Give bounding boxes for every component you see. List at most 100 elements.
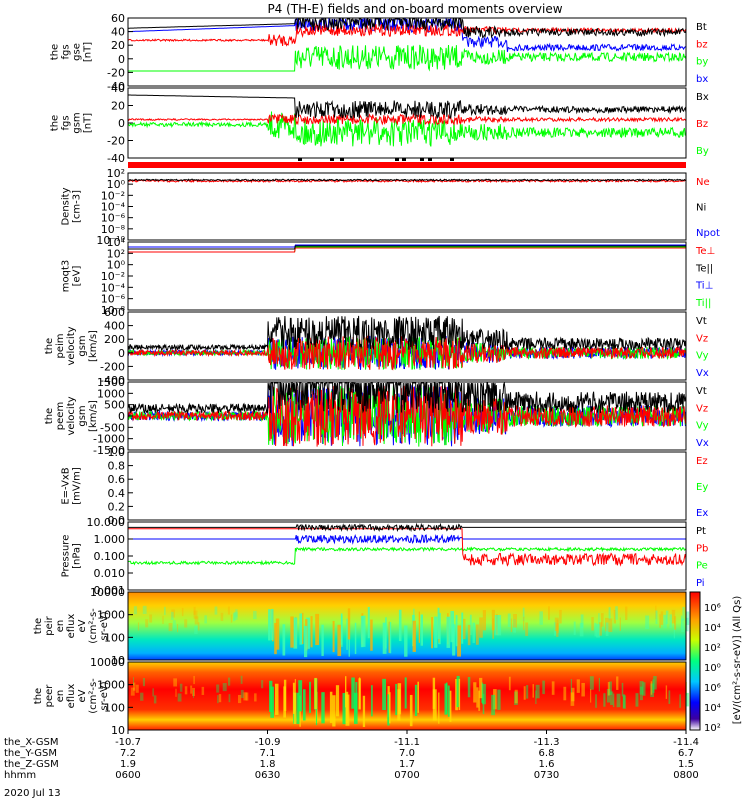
- x-tick-label-z: 1.5: [678, 759, 694, 770]
- spectrogram-streak: [551, 681, 555, 695]
- spectrogram-streak: [682, 606, 685, 621]
- panel-frame: [127, 311, 687, 381]
- x-tick-label-y: 6.8: [539, 748, 555, 759]
- spectrogram-streak: [135, 684, 139, 693]
- spectrogram-streak: [625, 606, 628, 621]
- spectrogram-streak: [321, 692, 325, 724]
- spectrogram-streak: [497, 615, 502, 636]
- spectrogram-streak: [293, 617, 298, 649]
- spectrogram-streak: [642, 682, 646, 696]
- colorbar-tick-label: 10⁴: [704, 623, 721, 634]
- y-tick-label: -20: [107, 66, 125, 79]
- spectrogram-streak: [261, 680, 264, 689]
- spectrogram-streak: [409, 694, 413, 727]
- y-tick-label: 20: [111, 100, 125, 113]
- spectrogram-streak: [660, 611, 664, 625]
- y-tick-label: 1.0: [108, 446, 126, 459]
- spectrogram-streak: [437, 607, 440, 639]
- spectrogram-streak: [523, 616, 525, 631]
- spectrogram-streak: [458, 678, 461, 711]
- y-axis-label-line: peim: [55, 333, 66, 358]
- spectrogram-streak: [576, 679, 580, 693]
- y-tick-label: 10⁻⁶: [101, 293, 126, 306]
- y-tick-label: 40: [111, 26, 125, 39]
- y-axis-label: the peem velocity gsm [km/s]: [44, 396, 99, 435]
- status-bar-mark: [420, 158, 424, 161]
- spectrogram-streak: [681, 618, 685, 632]
- spectrogram-streak: [595, 694, 597, 708]
- plot-area: [128, 522, 686, 590]
- spectrogram-streak: [332, 695, 336, 727]
- colorbar-tick-label: 10⁶: [704, 603, 721, 614]
- y-tick-label: 10⁻⁴: [101, 281, 126, 294]
- x-axis-labels: the_X-GSMthe_Y-GSMthe_Z-GSMhhmm-10.77.21…: [4, 730, 699, 781]
- spectrogram-streak: [335, 685, 340, 717]
- spectrogram-streak: [340, 613, 343, 645]
- spectrogram-streak: [389, 692, 391, 724]
- spectrogram-streak: [607, 682, 610, 696]
- y-tick-label: 10⁻⁸: [101, 304, 126, 317]
- spectrogram-streak: [650, 683, 654, 698]
- spectrogram-streak: [508, 676, 511, 691]
- spectrogram-streak: [204, 615, 207, 624]
- colorbar-label: [eV/(cm²-s-sr-eV)] (All Qs): [732, 596, 743, 725]
- spectrogram-streak: [599, 622, 602, 636]
- spectrogram-streak: [142, 605, 147, 614]
- status-bar-mark: [340, 158, 344, 161]
- spectrogram-streak: [173, 678, 177, 687]
- legend-entry-by: by: [696, 57, 708, 68]
- spectrogram-streak: [580, 614, 584, 628]
- y-tick-label: 10⁻¹⁰: [96, 234, 125, 247]
- panel-fgs_gsm: 40 20 0 -20 -40 the fgs gsm [nT] Bx Bz By: [50, 82, 709, 165]
- spectrogram-streak: [348, 625, 350, 657]
- spectrogram-streak: [608, 681, 612, 695]
- spectrogram-streak: [432, 677, 436, 709]
- y-tick-label: -40: [107, 80, 125, 93]
- x-tick-label-z: 1.9: [120, 759, 136, 770]
- legend-entry-vx: Vx: [696, 368, 709, 379]
- spectrogram-streak: [603, 693, 606, 707]
- spectrogram-streak: [269, 680, 273, 712]
- spectrogram-streak: [347, 608, 351, 640]
- legend-entry-vx: Vx: [696, 438, 709, 449]
- spectrogram-streak: [171, 611, 174, 620]
- spectrogram-streak: [510, 618, 513, 633]
- spectrogram-streak: [554, 617, 559, 632]
- spectrogram-streak: [404, 677, 407, 709]
- spectrogram-streak: [467, 624, 471, 646]
- series-line-ni: [127, 178, 687, 182]
- legend-entry-ez: Ez: [696, 456, 708, 467]
- y-axis-label-line: gse: [72, 43, 83, 61]
- spectrogram-streak: [404, 625, 408, 657]
- spectrogram-streak: [387, 694, 390, 726]
- spectrogram-streak: [382, 622, 387, 654]
- legend-entry-bz: bz: [696, 39, 708, 50]
- spectrogram-streak: [457, 625, 461, 657]
- spectrogram-streak: [596, 624, 600, 638]
- spectrogram-streak: [420, 614, 423, 646]
- spectrogram-streak: [446, 616, 451, 648]
- spectrogram-streak: [382, 678, 386, 711]
- y-tick-label: 10⁻⁶: [101, 212, 126, 225]
- spectrogram-streak: [673, 624, 675, 639]
- y-axis-label: moqt3 [eV]: [61, 260, 83, 293]
- spectrogram-streak: [598, 677, 600, 692]
- y-tick-label: -20: [107, 135, 125, 148]
- spectrogram-streak: [668, 690, 671, 704]
- plot-area: [128, 242, 686, 310]
- y-axis-label-line: gsm: [77, 335, 88, 356]
- x-axis-row-label: the_Z-GSM: [4, 759, 59, 770]
- legend-entry-vz: Vz: [696, 333, 708, 344]
- y-tick-label: 10⁰: [107, 178, 126, 191]
- series-line-vz: [127, 335, 687, 371]
- spectrogram-streak: [171, 609, 175, 618]
- y-tick-label: 10: [111, 724, 125, 737]
- legend-entry-pb: Pb: [696, 543, 708, 554]
- spectrogram-streak: [514, 691, 518, 705]
- colorbar-tick-label: 10⁴: [704, 703, 721, 714]
- y-axis-label-line: [km/s]: [88, 330, 99, 362]
- series-line-bx: [128, 94, 687, 120]
- x-tick-label-y: 7.1: [260, 748, 276, 759]
